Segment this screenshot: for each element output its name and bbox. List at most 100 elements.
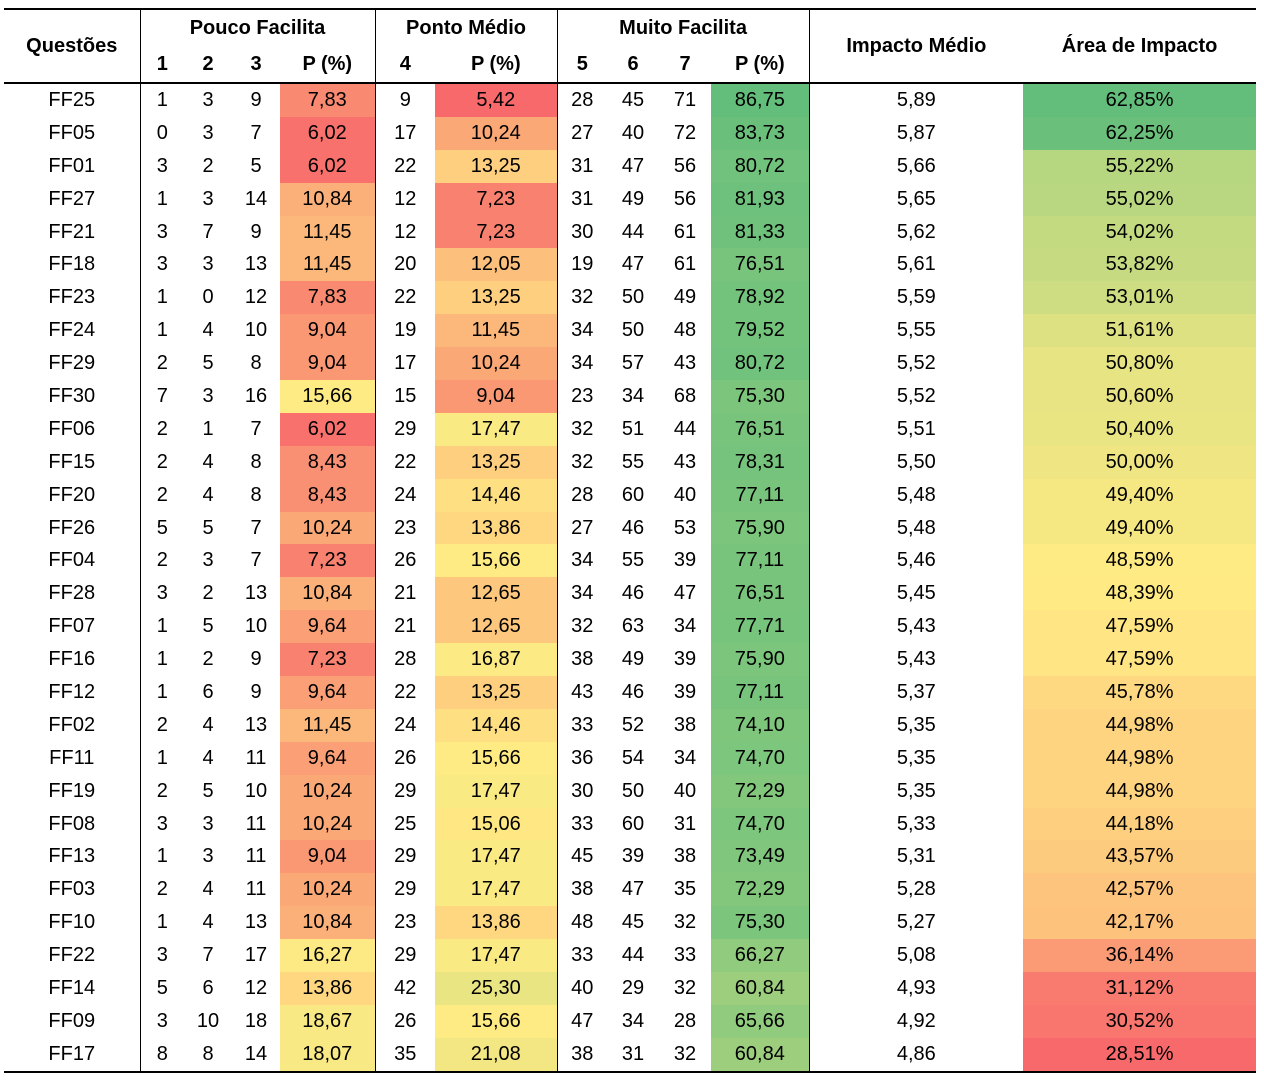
value-cell: 47 — [673, 582, 697, 605]
question-cell: FF02 — [4, 708, 141, 742]
value-cell: 2 — [156, 779, 168, 802]
value-cell: 31,12% — [1023, 972, 1257, 1005]
value-cell: 22 — [394, 450, 417, 473]
table-row: FF11 1 4 11 9,64 26 15,66 36 54 34 74,70 5,35 44,98% — [4, 741, 1257, 775]
value-cell: 51,61% — [1023, 314, 1257, 348]
value-cell: 32 — [571, 286, 594, 309]
value-cell: 76,51 — [711, 577, 810, 611]
value-cell: 13 — [244, 713, 268, 736]
value-cell: 17,47 — [435, 873, 558, 907]
sub-header: 4 — [375, 46, 436, 84]
value-cell: 6 — [202, 680, 214, 703]
value-cell: 23 — [394, 516, 417, 539]
value-cell: 16,87 — [435, 643, 558, 677]
value-cell: 5,65 — [896, 187, 936, 210]
value-cell: 26 — [394, 549, 417, 572]
value-cell: 5,87 — [896, 121, 936, 144]
value-cell: 75,30 — [711, 906, 810, 940]
group-header: Muito Facilita — [557, 8, 810, 46]
value-cell: 13,86 — [280, 972, 376, 1005]
value-cell: 13 — [244, 253, 268, 276]
table-row: FF17 8 8 14 18,07 35 21,08 38 31 32 60,84 4,86 28,51… — [4, 1037, 1257, 1073]
value-cell: 10,24 — [435, 347, 558, 381]
value-cell: 10,24 — [280, 807, 376, 841]
table-row: FF25 1 3 9 7,83 9 5,42 28 45 71 86,75 5,89 62,85% — [4, 83, 1257, 117]
table-row: FF04 2 3 7 7,23 26 15,66 34 55 39 77,11 5,46 48,59% — [4, 544, 1257, 578]
impact-table: Questões Pouco Facilita Ponto Médio Muito F… — [4, 8, 1257, 1073]
question-cell: FF18 — [4, 248, 141, 282]
value-cell: 39 — [673, 680, 697, 703]
value-cell: 43 — [571, 680, 594, 703]
value-cell: 4,86 — [809, 1037, 1024, 1073]
value-cell: 44,18% — [1023, 807, 1257, 841]
value-cell: 44,98% — [1023, 774, 1257, 808]
value-cell: 30 — [571, 779, 594, 802]
value-cell: 29 — [621, 976, 645, 999]
value-cell: 7 — [202, 220, 214, 243]
value-cell: 34 — [621, 1009, 645, 1032]
value-cell: 9 — [250, 680, 262, 703]
question-cell: FF08 — [4, 807, 141, 841]
value-cell: 62,25% — [1023, 116, 1257, 150]
value-cell: 7,83 — [280, 281, 376, 315]
value-cell: 5,48 — [896, 483, 936, 506]
value-cell: 74,10 — [711, 708, 810, 742]
value-cell: 5,33 — [896, 812, 936, 835]
sub-header: P (%) — [711, 46, 810, 84]
value-cell: 28,51% — [1023, 1037, 1257, 1073]
value-cell: 53 — [673, 516, 697, 539]
value-cell: 74,70 — [711, 807, 810, 841]
value-cell: 44 — [621, 944, 645, 967]
value-cell: 1 — [156, 319, 168, 342]
sub-header: 7 — [659, 46, 712, 84]
value-cell: 10,84 — [280, 182, 376, 216]
value-cell: 13,25 — [435, 676, 558, 709]
value-cell: 7,83 — [280, 83, 376, 117]
value-cell: 32 — [673, 976, 697, 999]
table-row: FF19 2 5 10 10,24 29 17,47 30 50 40 72,29 5,35 44,98… — [4, 774, 1257, 808]
table-row: FF15 2 4 8 8,43 22 13,25 32 55 43 78,31 5,50 50,00% — [4, 445, 1257, 479]
value-cell: 2 — [202, 154, 214, 177]
question-cell: FF05 — [4, 116, 141, 150]
group-header: Ponto Médio — [375, 8, 558, 46]
value-cell: 10,24 — [280, 511, 376, 545]
value-cell: 22 — [394, 286, 417, 309]
value-cell: 10 — [196, 1009, 220, 1032]
value-cell: 26 — [394, 746, 417, 769]
value-cell: 45 — [571, 845, 594, 868]
value-cell: 32 — [571, 417, 594, 440]
question-cell: FF19 — [4, 774, 141, 808]
value-cell: 5,89 — [896, 88, 936, 111]
value-cell: 5,08 — [896, 944, 936, 967]
value-cell: 54 — [621, 746, 645, 769]
value-cell: 5 — [202, 779, 214, 802]
value-cell: 52 — [621, 713, 645, 736]
value-cell: 24 — [394, 483, 417, 506]
value-cell: 40 — [621, 121, 645, 144]
value-cell: 43 — [673, 352, 697, 375]
question-cell: FF21 — [4, 215, 141, 249]
value-cell: 3 — [202, 384, 214, 407]
value-cell: 34 — [673, 746, 697, 769]
value-cell: 50 — [621, 319, 645, 342]
value-cell: 5 — [202, 615, 214, 638]
value-cell: 14,46 — [435, 478, 558, 512]
value-cell: 8 — [184, 1037, 232, 1073]
value-cell: 11 — [245, 878, 267, 901]
value-cell: 4 — [202, 483, 214, 506]
value-cell: 7 — [250, 121, 262, 144]
value-cell: 8 — [250, 450, 262, 473]
value-cell: 38 — [557, 1037, 608, 1073]
table-row: FF13 1 3 11 9,04 29 17,47 45 39 38 73,49 5,31 43,57% — [4, 840, 1257, 874]
value-cell: 10 — [244, 615, 268, 638]
question-cell: FF22 — [4, 939, 141, 973]
value-cell: 33 — [571, 944, 594, 967]
value-cell: 65,66 — [711, 1004, 810, 1038]
value-cell: 13,25 — [435, 149, 558, 183]
value-cell: 42 — [394, 976, 417, 999]
value-cell: 5,61 — [896, 253, 936, 276]
value-cell: 42,57% — [1023, 873, 1257, 907]
value-cell: 8 — [140, 1037, 184, 1073]
value-cell: 7,23 — [280, 643, 376, 677]
value-cell: 3 — [156, 944, 168, 967]
